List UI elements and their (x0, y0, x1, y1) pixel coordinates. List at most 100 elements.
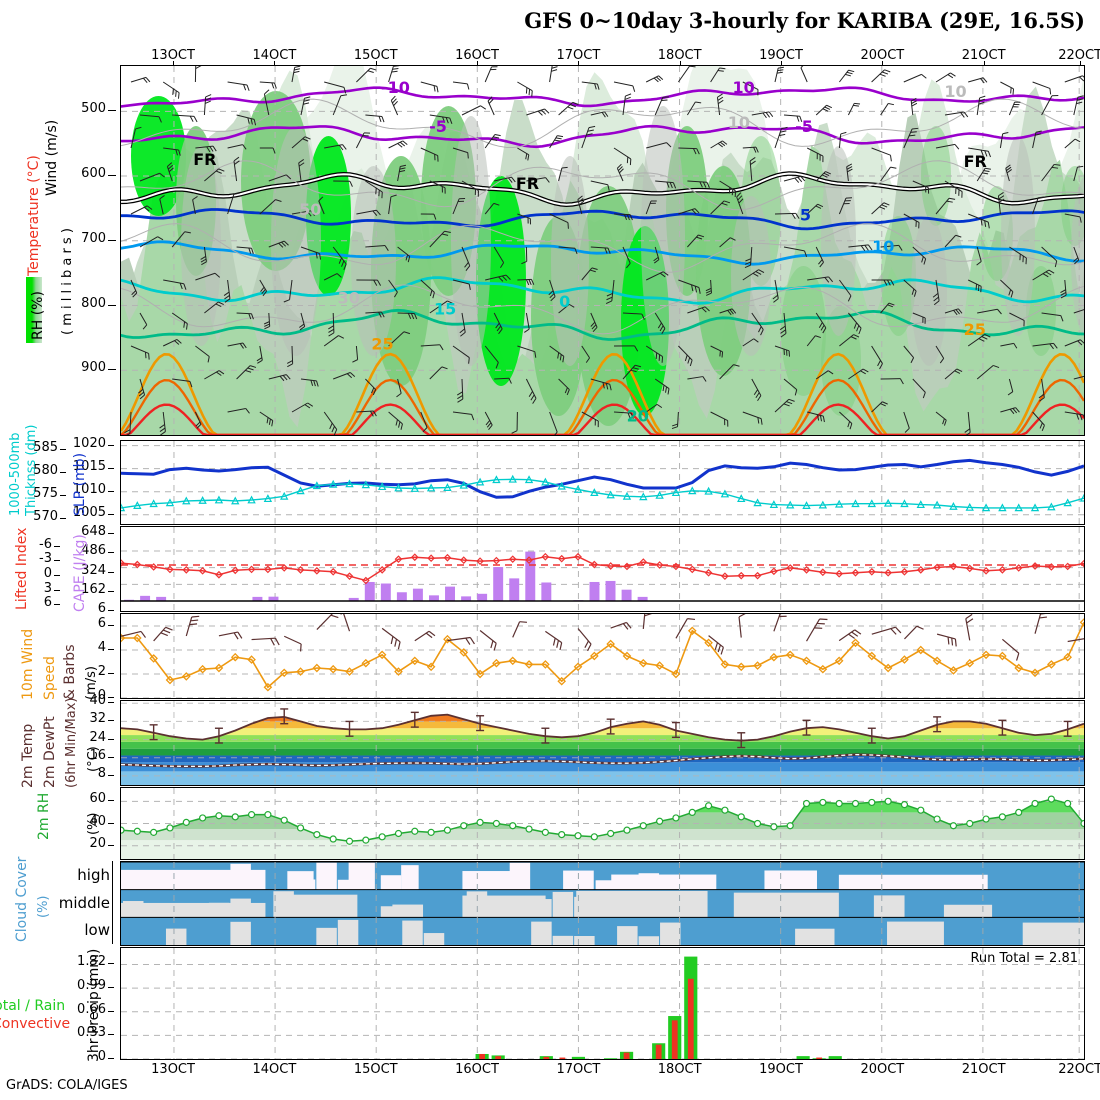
cloud-cover-panel[interactable] (120, 861, 1085, 946)
time-label: 14OCT (252, 1062, 297, 1077)
data-marker (851, 499, 860, 508)
cloud-row-tick (112, 916, 113, 944)
precip-y-ticks: 0 0.33 0.66 0.99 1.32 (60, 939, 118, 1069)
data-marker (198, 496, 207, 504)
cape-bar (461, 596, 472, 601)
precip-total-bar (571, 1056, 586, 1059)
data-marker (867, 499, 877, 508)
footer-credit: GrADS: COLA/IGES (6, 1078, 128, 1093)
data-marker (1030, 503, 1040, 512)
data-marker (361, 480, 371, 489)
y-tick-label: 0.66 (77, 1001, 106, 1017)
wind10m-panel[interactable] (120, 613, 1085, 699)
y-tick-mark (60, 518, 66, 520)
time-tick (679, 61, 681, 66)
data-marker (916, 500, 925, 509)
y-tick-mark (54, 575, 60, 576)
wind10m-chart (121, 614, 1084, 698)
precip-total-bar (603, 1058, 618, 1059)
precip-convective-bar (495, 1056, 502, 1059)
precip-panel[interactable]: Run Total = 2.81 (120, 947, 1085, 1060)
precip-convective-bar (655, 1044, 662, 1059)
slp-thickness-chart (121, 441, 1084, 524)
y-tick-label: 570 (33, 509, 58, 525)
rh-mid-blob (731, 196, 771, 356)
temperature-contour (121, 276, 1084, 305)
cloud-clear-patch (1022, 922, 1084, 945)
y-tick-mark (108, 697, 114, 698)
cloud-clear-patch (563, 870, 594, 890)
contour-label: 25 (964, 320, 986, 339)
time-label: 19OCT (759, 1062, 803, 1077)
data-marker (786, 500, 795, 509)
rh2m-chart (121, 788, 1084, 859)
legend-precip-total: Total / Rain (0, 998, 66, 1014)
y-tick-mark (108, 649, 114, 650)
y-tick-label: 16 (89, 747, 106, 763)
y-tick-mark (108, 625, 114, 626)
contour-label: 30 (338, 288, 360, 307)
data-marker (475, 477, 485, 486)
cape-lifted-index-panel[interactable] (120, 526, 1085, 612)
y-tick-mark (108, 774, 114, 776)
rh-high-blob (131, 96, 186, 216)
time-label: 16OCT (455, 48, 499, 63)
y-tick-mark (108, 532, 114, 534)
time-axis-bottom: 13OCT 14OCT 15OCT 16OCT 17OCT 18OCT 19OCT 20OCT… (0, 1062, 1100, 1078)
pressure-tick-label: 600 (81, 166, 106, 182)
data-marker (394, 483, 403, 492)
wind10m-y-ticks: 0 2 4 6 (60, 605, 118, 705)
axis-title-cape: CAPE (J/kg) (72, 534, 88, 612)
temperature-color-bands (121, 714, 1084, 785)
pressure-tick-label: 700 (81, 230, 106, 246)
cape-bar (637, 596, 648, 601)
legend-precip-convective: Convective (0, 1016, 71, 1032)
slp-thickness-panel[interactable] (120, 440, 1085, 525)
upper-air-panel[interactable]: -10 -5 10 -5 FR FR FR 5 10 15 0 20 25 25 50 30 10 10 (120, 65, 1085, 436)
run-total-label: Run Total = 2.81 (970, 951, 1078, 966)
cloud-clear-patch (887, 921, 944, 945)
cloud-row-tick (112, 888, 113, 917)
cape-bar (445, 586, 456, 601)
y-tick-mark (108, 756, 114, 758)
data-marker (426, 483, 436, 492)
axis-title-temp2m: 2m Temp (20, 723, 36, 788)
y-tick-mark (108, 720, 114, 722)
y-tick-mark (108, 800, 114, 802)
rh-contour (121, 284, 1084, 335)
data-marker (753, 498, 762, 507)
y-tick-label: 575 (33, 486, 58, 502)
cloud-clear-patch (795, 928, 835, 945)
contour-label: 50 (299, 200, 321, 219)
cape-bar (605, 580, 616, 601)
data-marker (737, 494, 746, 503)
precip-total-bar (828, 1056, 842, 1059)
temp2m-panel[interactable] (120, 700, 1085, 786)
contour-label: -10 (381, 78, 410, 97)
cloud-clear-patch (838, 874, 988, 890)
y-tick-mark (108, 987, 114, 989)
data-marker (769, 500, 779, 509)
data-marker (671, 488, 681, 497)
axis-title-rh2m: 2m RH (36, 792, 52, 840)
rh2m-panel[interactable] (120, 787, 1085, 860)
time-label: 20OCT (860, 48, 905, 63)
time-label: 17OCT (556, 1062, 601, 1077)
y-tick-label: 24 (89, 729, 106, 745)
cape-bar (525, 551, 536, 601)
rh-mid-blob (351, 166, 396, 356)
axis-title-cloud-cover: Cloud Cover (14, 856, 30, 942)
y-tick-mark (108, 1058, 114, 1059)
axis-title-upper-temp: Temperature (°C) (26, 155, 42, 276)
cape-lifted-index-chart (121, 527, 1084, 611)
time-label: 22OCT (1058, 48, 1100, 63)
time-label: 13OCT (151, 48, 195, 63)
contour-label: 10 (872, 237, 894, 256)
data-marker (688, 486, 697, 495)
contour-label: 5 (800, 205, 811, 224)
time-label: 18OCT (657, 48, 702, 63)
axis-title-thickness-range: 1000-500mb (8, 432, 23, 516)
contour-label: 25 (371, 335, 393, 354)
rh-contour (121, 223, 1084, 273)
data-marker (981, 503, 991, 512)
